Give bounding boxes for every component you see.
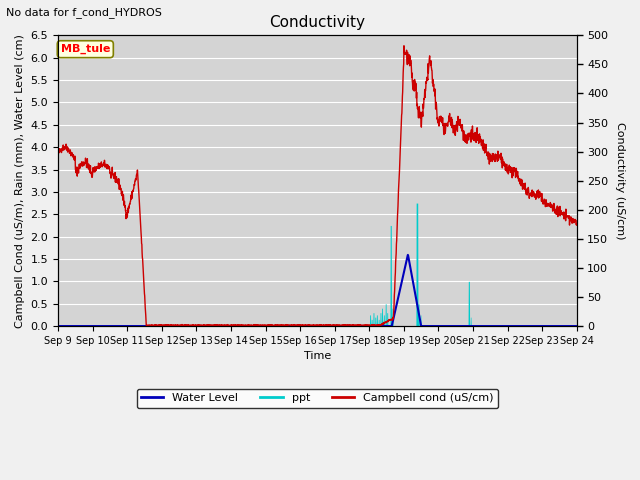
Title: Conductivity: Conductivity bbox=[269, 15, 365, 30]
X-axis label: Time: Time bbox=[304, 351, 331, 361]
Y-axis label: Conductivity (uS/cm): Conductivity (uS/cm) bbox=[615, 122, 625, 240]
Y-axis label: Campbell Cond (uS/m), Rain (mm), Water Level (cm): Campbell Cond (uS/m), Rain (mm), Water L… bbox=[15, 34, 25, 328]
Text: MB_tule: MB_tule bbox=[61, 44, 110, 54]
Text: No data for f_cond_HYDROS: No data for f_cond_HYDROS bbox=[6, 7, 163, 18]
Legend: Water Level, ppt, Campbell cond (uS/cm): Water Level, ppt, Campbell cond (uS/cm) bbox=[136, 389, 498, 408]
